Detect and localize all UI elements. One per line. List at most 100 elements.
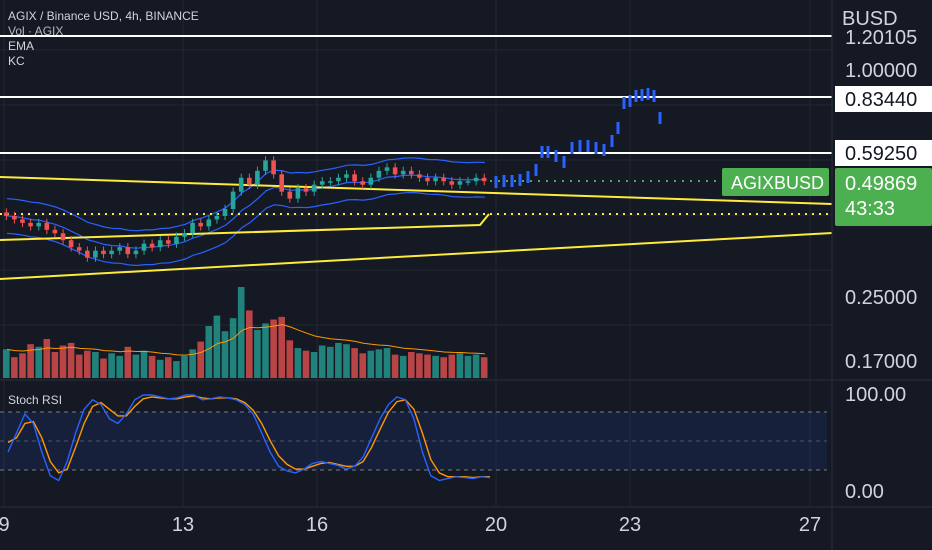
keltner-upper-line (6, 157, 485, 232)
volume-bar (375, 349, 383, 378)
candle-body (400, 170, 406, 175)
volume-bar (254, 329, 261, 378)
volume-bar (213, 315, 221, 378)
indicator-volume[interactable]: Vol · AGIX (8, 24, 64, 38)
candle-body (417, 174, 422, 178)
volume-bar (132, 354, 140, 378)
volume-bar (318, 345, 326, 378)
time-label-20: 20 (485, 514, 507, 536)
volume-bar (173, 361, 180, 378)
candle-body (384, 167, 390, 171)
candle-body (360, 181, 365, 185)
trendline-channel[interactable] (0, 213, 490, 241)
candle-body (44, 222, 50, 230)
price-tag-0-83440[interactable] (835, 86, 932, 112)
symbol-tag[interactable] (722, 168, 829, 196)
volume-bar (75, 354, 83, 378)
candle-body (214, 215, 220, 220)
candle-body (76, 247, 82, 251)
candle-body (449, 181, 455, 185)
volume-bar (359, 353, 366, 378)
horizontal-levels[interactable] (0, 35, 832, 154)
volume-bar (480, 357, 488, 378)
candle-body (198, 222, 203, 227)
price-axis[interactable]: 1.20105 1.00000 0.83440 0.59250 0.49869 … (835, 25, 932, 503)
candle-body (174, 236, 179, 244)
candle-body (319, 181, 325, 185)
last-price-tag[interactable] (835, 168, 932, 226)
indicator-kc[interactable]: KC (8, 54, 25, 68)
candle-body (68, 240, 74, 248)
price-label-0-17000: 0.17000 (845, 351, 917, 373)
candle-body (336, 177, 341, 182)
volume-bar (383, 348, 391, 378)
volume-bar (108, 353, 115, 378)
candle-body (166, 240, 171, 244)
stoch-k-line (7, 394, 491, 482)
legend: AGIX / Binance USD, 4h, BINANCE Vol · AG… (8, 9, 199, 69)
time-label-9: 9 (0, 514, 10, 536)
candle-body (4, 212, 9, 216)
volume-bar (27, 344, 34, 378)
indicator-ema[interactable]: EMA (8, 39, 35, 53)
volume-bar (367, 350, 375, 378)
trendlines[interactable] (0, 176, 833, 280)
candle-body (238, 177, 244, 192)
candle-body (255, 170, 260, 185)
candle-body (190, 222, 195, 234)
volume-bar (156, 359, 164, 378)
tag-bg-1-20105 (835, 25, 932, 46)
candle-body (287, 191, 293, 199)
trendline-upper[interactable] (0, 176, 833, 205)
volume-bar (165, 357, 172, 378)
symbol-title[interactable]: AGIX / Binance USD, 4h, BINANCE (8, 9, 199, 23)
projection-path (494, 88, 662, 188)
volume-bar (116, 355, 123, 378)
volume-bar (51, 352, 59, 378)
candle-body (303, 188, 309, 192)
volume-bar (294, 348, 302, 378)
candle-body (328, 181, 333, 183)
candle-body (465, 181, 471, 183)
candle-body (85, 250, 90, 258)
price-label-1-20105: 1.20105 (845, 27, 917, 49)
volume-bar (221, 331, 229, 378)
time-axis[interactable]: 9 13 16 20 23 27 (0, 514, 821, 536)
volume-bar (343, 344, 350, 378)
candle-body (36, 222, 41, 227)
price-tag-0-59250[interactable] (835, 140, 932, 166)
candle-body (368, 177, 374, 185)
candle-body (52, 229, 58, 234)
volume-bar (246, 310, 253, 378)
volume-bar (424, 354, 431, 378)
candle-body (352, 174, 357, 182)
stoch-d-line (7, 395, 490, 479)
time-label-16: 16 (306, 514, 328, 536)
volume-bar (416, 353, 423, 378)
candle-body (222, 209, 228, 216)
stoch-label-100: 100.00 (845, 384, 906, 406)
volume-bar (140, 350, 148, 378)
volume-bar (270, 319, 277, 378)
volume-bar (237, 287, 245, 378)
volume-bar (229, 318, 237, 378)
last-price-value: 0.49869 (845, 173, 917, 195)
volume-bar (327, 346, 334, 378)
candle-body (125, 247, 131, 255)
candle-body (473, 177, 479, 182)
volume-bar (59, 345, 67, 378)
keltner-middle-line (6, 174, 485, 249)
volume-bar (440, 357, 447, 378)
candle-body (12, 215, 17, 220)
trendline-lower[interactable] (0, 232, 833, 280)
candle-body (20, 219, 25, 223)
candle-body (149, 243, 155, 248)
currency-unit-label[interactable]: BUSD (842, 8, 898, 30)
volume-bar (11, 357, 18, 378)
volume-bar (43, 339, 51, 378)
candle-body (230, 191, 236, 209)
candle-body (109, 250, 114, 255)
price-label-0-83440: 0.83440 (845, 89, 917, 111)
